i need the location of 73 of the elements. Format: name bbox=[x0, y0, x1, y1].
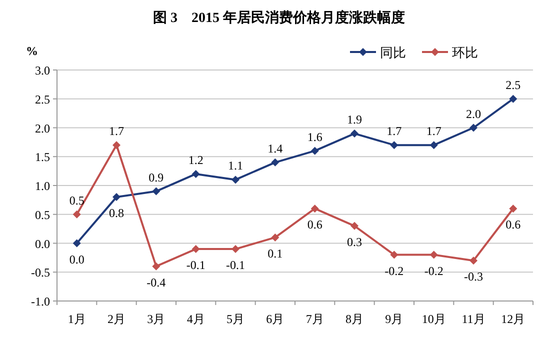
xtick: 10月 bbox=[422, 312, 446, 326]
data-label: -0.2 bbox=[384, 264, 404, 278]
point bbox=[350, 222, 358, 230]
xtick: 12月 bbox=[501, 312, 526, 326]
point bbox=[192, 245, 200, 254]
point bbox=[271, 233, 280, 242]
ytick: 0.5 bbox=[35, 208, 50, 222]
legend-label: 环比 bbox=[452, 45, 478, 60]
ytick: 2.5 bbox=[35, 92, 50, 106]
xtick: 7月 bbox=[306, 312, 324, 326]
point bbox=[310, 204, 319, 213]
data-label: 1.4 bbox=[268, 141, 283, 156]
data-label: 2.0 bbox=[466, 106, 481, 121]
point bbox=[112, 193, 120, 202]
ytick: 1.0 bbox=[35, 179, 50, 193]
data-label: 2.5 bbox=[506, 78, 521, 92]
data-label: 1.9 bbox=[347, 112, 362, 127]
point bbox=[430, 141, 438, 150]
data-label: 1.7 bbox=[109, 124, 124, 138]
point bbox=[72, 239, 81, 248]
data-label: 0.6 bbox=[506, 218, 521, 232]
data-label: 1.2 bbox=[188, 152, 204, 167]
point bbox=[192, 170, 200, 178]
xtick: 1月 bbox=[68, 312, 86, 326]
point bbox=[72, 210, 81, 218]
data-label: 0.5 bbox=[69, 193, 84, 208]
point bbox=[232, 245, 240, 254]
data-label: 0.8 bbox=[109, 206, 124, 220]
data-label: 0.6 bbox=[307, 218, 322, 232]
data-label: -0.3 bbox=[464, 270, 483, 284]
xtick: 3月 bbox=[147, 312, 166, 326]
xtick: 9月 bbox=[385, 312, 404, 326]
xtick: 4月 bbox=[186, 312, 205, 326]
point bbox=[152, 262, 160, 270]
data-label: 1.7 bbox=[386, 124, 402, 138]
point bbox=[390, 141, 398, 150]
ytick: 0.0 bbox=[35, 236, 50, 251]
data-label: -0.2 bbox=[424, 264, 444, 278]
point bbox=[390, 250, 398, 259]
xtick: 5月 bbox=[226, 312, 244, 326]
title: 图 3 2015 年居民消费价格月度涨跌幅度 bbox=[153, 11, 405, 26]
data-label: -0.1 bbox=[186, 258, 206, 272]
point bbox=[112, 141, 120, 150]
data-label: 0.1 bbox=[268, 246, 283, 260]
point bbox=[470, 124, 478, 132]
point bbox=[430, 250, 438, 259]
ylabel: % bbox=[26, 44, 38, 58]
point bbox=[310, 146, 319, 155]
ytick: -0.5 bbox=[31, 266, 50, 280]
ytick: 1.5 bbox=[35, 150, 50, 164]
xtick: 6月 bbox=[266, 312, 284, 326]
point bbox=[152, 187, 160, 196]
point bbox=[232, 176, 240, 184]
point bbox=[509, 204, 518, 213]
data-label: 1.1 bbox=[228, 158, 243, 173]
legend-label: 同比 bbox=[380, 45, 406, 60]
data-label: 0.0 bbox=[69, 252, 84, 266]
point bbox=[271, 158, 280, 166]
data-label: -0.4 bbox=[146, 275, 166, 290]
xtick: 8月 bbox=[346, 312, 364, 326]
data-label: 0.3 bbox=[347, 234, 362, 249]
data-label: 0.9 bbox=[148, 170, 164, 184]
point bbox=[350, 130, 358, 138]
data-label: 1.7 bbox=[426, 124, 442, 138]
point bbox=[470, 256, 478, 265]
data-label: -0.1 bbox=[226, 258, 245, 272]
xtick: 2月 bbox=[108, 312, 126, 326]
data-label: 1.6 bbox=[307, 130, 322, 144]
point bbox=[509, 94, 518, 103]
ytick: 3.0 bbox=[35, 64, 50, 78]
ytick: -1.0 bbox=[31, 294, 50, 308]
xtick: 11月 bbox=[462, 312, 486, 326]
ytick: 2.0 bbox=[35, 121, 50, 136]
